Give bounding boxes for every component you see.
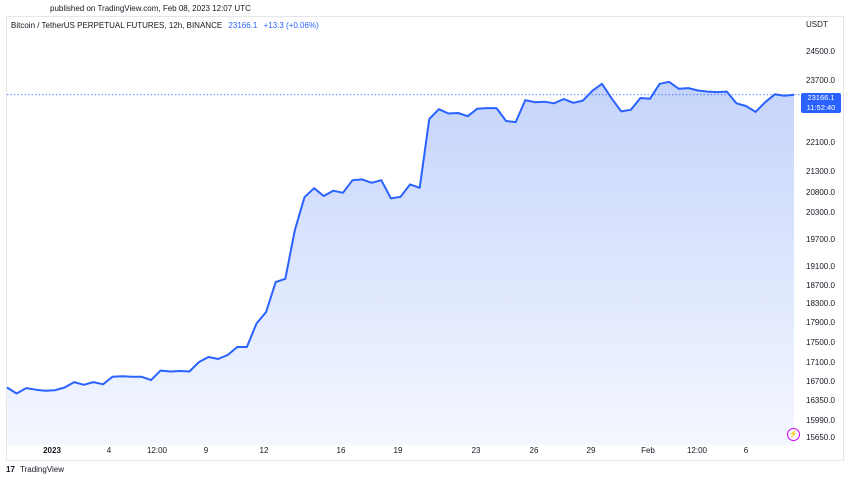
y-tick-label: 24500.0 bbox=[806, 47, 835, 56]
price-tag: 23166.1 11:52:40 bbox=[801, 93, 841, 113]
price-tag-countdown: 11:52:40 bbox=[806, 103, 836, 112]
x-tick-label: 6 bbox=[744, 446, 749, 455]
symbol-name[interactable]: Bitcoin / TetherUS PERPETUAL FUTURES, 12… bbox=[11, 21, 223, 30]
y-tick-label: 20800.0 bbox=[806, 188, 835, 197]
y-tick-label: 15990.0 bbox=[806, 416, 835, 425]
published-note: published on TradingView.com, Feb 08, 20… bbox=[50, 4, 251, 13]
chart-frame bbox=[6, 16, 844, 461]
symbol-header: Bitcoin / TetherUS PERPETUAL FUTURES, 12… bbox=[11, 21, 319, 30]
currency-label: USDT bbox=[806, 20, 828, 29]
price-area-fill bbox=[7, 81, 794, 446]
x-tick-label: 12 bbox=[260, 446, 269, 455]
y-tick-label: 21300.0 bbox=[806, 167, 835, 176]
tradingview-brand-label: TradingView bbox=[19, 465, 65, 474]
y-tick-label: 19700.0 bbox=[806, 235, 835, 244]
y-tick-label: 22100.0 bbox=[806, 138, 835, 147]
tradingview-logo-icon: 17 bbox=[6, 465, 15, 474]
x-tick-label: 23 bbox=[472, 446, 481, 455]
x-tick-label: 12:00 bbox=[147, 446, 168, 455]
y-tick-label: 17500.0 bbox=[806, 338, 835, 347]
footer-brand[interactable]: 17 TradingView bbox=[6, 465, 64, 474]
y-tick-label: 15650.0 bbox=[806, 433, 835, 442]
price-series-line bbox=[6, 80, 795, 395]
y-tick-label: 18700.0 bbox=[806, 281, 835, 290]
x-tick-label: 19 bbox=[394, 446, 403, 455]
lightning-icon[interactable]: ⚡ bbox=[787, 428, 800, 441]
y-tick-label: 20300.0 bbox=[806, 208, 835, 217]
x-tick-label: 12:00 bbox=[687, 446, 708, 455]
last-price: 23166.1 bbox=[228, 21, 258, 30]
y-tick-label: 19100.0 bbox=[806, 262, 835, 271]
y-tick-label: 17900.0 bbox=[806, 318, 835, 327]
y-tick-label: 16700.0 bbox=[806, 377, 835, 386]
x-tick-label: 2023 bbox=[43, 446, 61, 455]
x-tick-label: 29 bbox=[587, 446, 596, 455]
y-tick-label: 18300.0 bbox=[806, 299, 835, 308]
x-tick-label: Feb bbox=[641, 446, 655, 455]
x-tick-label: 9 bbox=[204, 446, 209, 455]
x-tick-label: 26 bbox=[530, 446, 539, 455]
x-tick-label: 4 bbox=[107, 446, 112, 455]
price-tag-value: 23166.1 bbox=[807, 93, 835, 102]
y-tick-label: 17100.0 bbox=[806, 358, 835, 367]
x-tick-label: 16 bbox=[337, 446, 346, 455]
y-tick-label: 16350.0 bbox=[806, 396, 835, 405]
y-tick-label: 23700.0 bbox=[806, 76, 835, 85]
price-change: +13.3 (+0.06%) bbox=[263, 21, 319, 30]
